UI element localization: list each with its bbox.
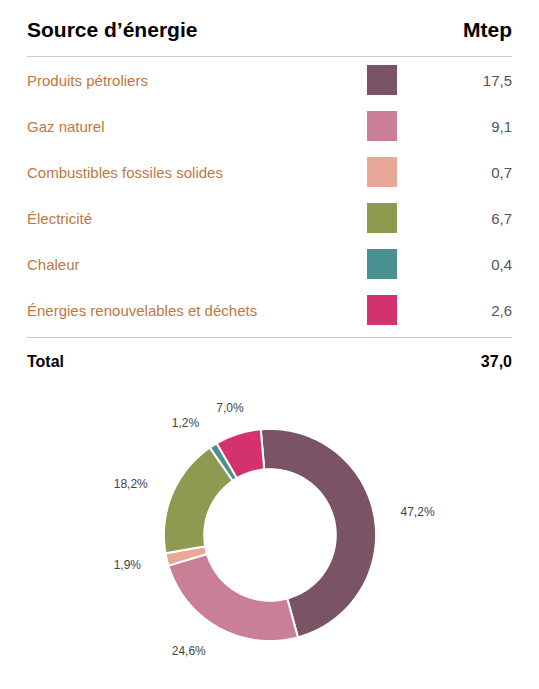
html-text:Source d’énergie: Source d’énergie [27, 18, 198, 41]
html-text:Combustibles fossiles solides: Combustibles fossiles solides [27, 163, 223, 181]
html-text:Gaz naturel: Gaz naturel [27, 117, 105, 135]
html-text:Produits pétroliers: Produits pétroliers [27, 71, 148, 89]
svg-text:24,6%: 24,6% [172, 644, 206, 658]
html-text:9,1: 9,1 [491, 117, 512, 135]
html-text:Électricité: Électricité [27, 209, 92, 227]
html-text:2,6: 2,6 [491, 301, 512, 319]
svg-text:18,2%: 18,2% [114, 476, 148, 490]
svg-text:1,9%: 1,9% [114, 558, 142, 572]
svg-text:7,0%: 7,0% [216, 401, 244, 415]
html-text:0,4: 0,4 [491, 255, 512, 273]
html-text:Total: Total [27, 353, 64, 370]
html-text:0,7: 0,7 [491, 163, 512, 181]
html-text:17,5: 17,5 [482, 71, 512, 89]
html-text:Chaleur: Chaleur [27, 255, 80, 273]
html-text:Énergies renouvelables et déch: Énergies renouvelables et déchets [27, 301, 258, 319]
svg-text:47,2%: 47,2% [401, 505, 435, 519]
html-text:37,0: 37,0 [480, 353, 512, 370]
html-text:6,7: 6,7 [491, 209, 512, 227]
html-text:Mtep: Mtep [463, 18, 512, 41]
svg-text:1,2%: 1,2% [172, 416, 200, 430]
